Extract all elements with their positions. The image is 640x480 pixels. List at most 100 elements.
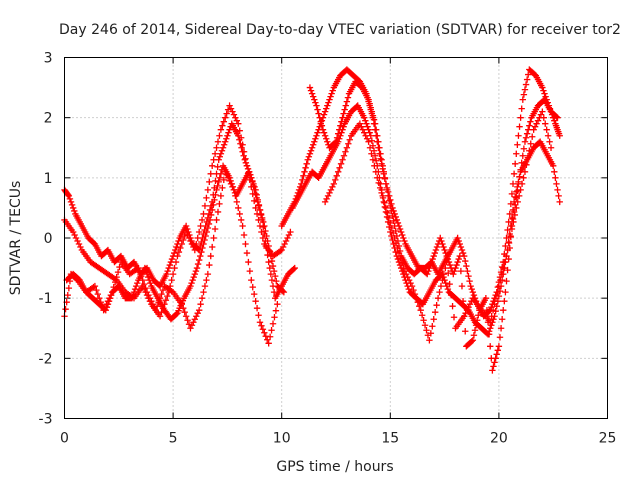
data-point — [252, 204, 259, 212]
grid — [64, 57, 608, 419]
data-point — [324, 192, 332, 200]
data-point — [207, 211, 215, 219]
data-point — [432, 246, 440, 254]
data-point — [329, 87, 336, 94]
data-point — [235, 132, 242, 139]
data-point — [514, 198, 521, 206]
data-point — [320, 111, 328, 118]
data-point — [177, 244, 184, 252]
data-point — [326, 189, 333, 197]
data-point — [143, 288, 151, 296]
data-point — [180, 236, 187, 244]
data-point — [194, 260, 202, 268]
x-tick-label: 0 — [60, 431, 69, 447]
data-point — [240, 152, 247, 159]
data-point — [166, 261, 174, 269]
data-point — [204, 270, 212, 278]
data-point — [466, 300, 474, 308]
data-point — [482, 294, 490, 302]
data-point — [323, 135, 330, 142]
data-point — [256, 206, 264, 214]
data-point — [337, 160, 345, 167]
data-point — [430, 252, 437, 260]
data-point — [267, 270, 275, 278]
data-point — [308, 90, 316, 97]
data-point — [475, 312, 482, 319]
data-point — [452, 264, 459, 272]
data-point — [511, 193, 519, 201]
data-point — [502, 288, 509, 296]
data-point — [460, 313, 468, 320]
data-point — [445, 269, 452, 277]
data-point — [518, 105, 525, 112]
data-point — [553, 113, 560, 120]
data-point — [268, 327, 275, 334]
data-point — [328, 90, 335, 97]
data-point — [529, 133, 536, 140]
data-point — [216, 174, 223, 182]
data-point — [299, 176, 306, 184]
data-point — [62, 305, 69, 313]
data-point — [171, 264, 178, 272]
data-point — [185, 321, 193, 328]
data-point — [224, 106, 232, 113]
data-point — [168, 276, 175, 284]
data-point — [237, 216, 245, 224]
data-point — [450, 314, 458, 321]
data-point — [238, 144, 245, 151]
data-point — [492, 294, 500, 302]
data-point — [193, 313, 200, 320]
data-point — [411, 290, 419, 298]
data-point — [540, 114, 547, 121]
data-point — [514, 141, 521, 148]
data-point — [300, 172, 307, 180]
data-point — [146, 294, 154, 302]
data-point — [361, 129, 368, 136]
data-point — [69, 228, 77, 236]
data-point — [496, 334, 504, 341]
data-point — [429, 323, 436, 330]
data-point — [556, 132, 563, 139]
data-point — [433, 243, 441, 251]
data-point — [246, 267, 254, 275]
data-point — [447, 291, 455, 299]
data-point — [213, 186, 220, 194]
data-point — [394, 244, 401, 252]
data-point — [488, 322, 495, 329]
data-point — [387, 219, 394, 227]
plot-frame — [64, 57, 608, 419]
data-point — [523, 76, 531, 83]
data-point — [554, 186, 561, 194]
data-point — [428, 258, 435, 266]
data-point — [167, 258, 175, 266]
data-point — [364, 123, 371, 130]
data-point — [66, 195, 74, 203]
data-point — [77, 243, 84, 251]
series-track-4 — [63, 162, 298, 323]
data-point — [338, 118, 345, 125]
data-point — [501, 258, 508, 266]
data-point — [399, 231, 406, 239]
data-point — [198, 294, 206, 302]
data-point — [239, 222, 246, 230]
data-point — [444, 285, 452, 293]
data-point — [181, 309, 188, 316]
data-point — [261, 222, 268, 230]
data-point — [214, 182, 221, 190]
data-point — [325, 99, 332, 106]
x-axis-title: GPS time / hours — [276, 459, 393, 475]
data-point — [307, 87, 315, 94]
data-point — [524, 154, 532, 161]
data-point — [457, 267, 465, 275]
data-point — [187, 282, 194, 290]
data-point — [459, 249, 467, 257]
axis-ticks — [64, 57, 608, 419]
data-point — [65, 284, 73, 292]
data-point — [188, 279, 195, 287]
data-point — [215, 156, 222, 163]
data-point — [404, 273, 411, 281]
data-point — [291, 264, 298, 272]
data-point — [252, 297, 259, 305]
data-point — [498, 316, 506, 323]
data-point — [544, 132, 552, 139]
